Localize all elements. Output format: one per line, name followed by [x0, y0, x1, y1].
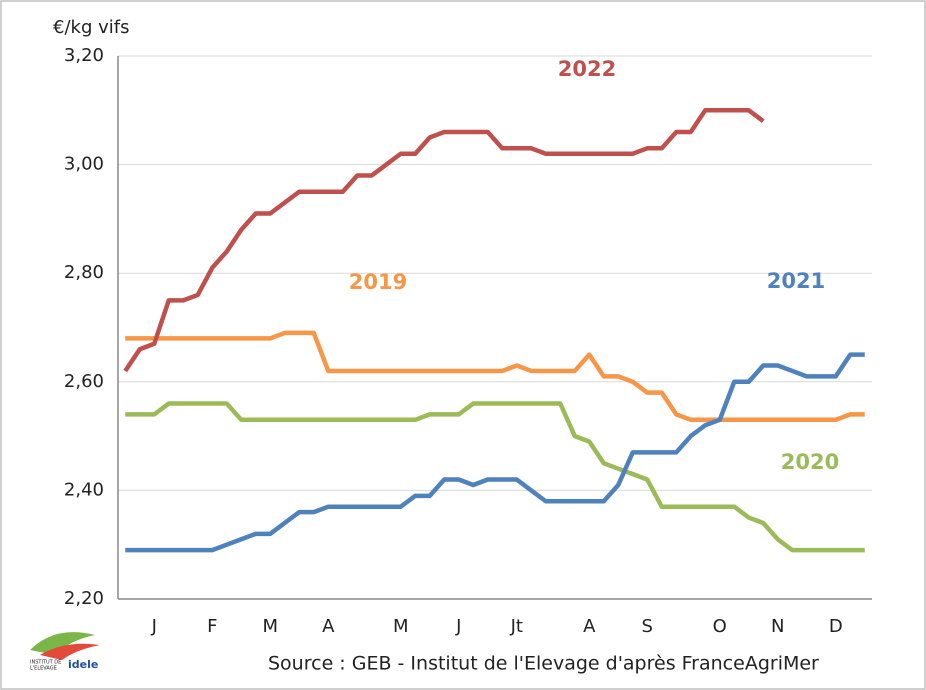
- y-tick-label: 3,00: [64, 154, 104, 175]
- series-label: 2022: [558, 57, 616, 81]
- x-tick-label: D: [829, 616, 843, 637]
- y-tick-label: 3,20: [64, 45, 104, 66]
- x-tick-label: O: [713, 616, 727, 637]
- y-tick-label: 2,20: [64, 588, 104, 609]
- logo-text: idele: [68, 658, 98, 671]
- x-tick-label: A: [583, 616, 596, 637]
- x-tick-label: J: [151, 616, 157, 637]
- x-tick-label: Jt: [510, 616, 523, 637]
- logo-swoosh: [30, 632, 95, 655]
- series-label: 2021: [767, 269, 825, 293]
- x-tick-label: M: [393, 616, 409, 637]
- series-line: [125, 352, 865, 553]
- x-tick-label: F: [207, 616, 217, 637]
- x-tick-label: A: [322, 616, 335, 637]
- x-tick-label: N: [771, 616, 784, 637]
- logo-text: L'ELEVAGE: [30, 666, 57, 672]
- y-tick-label: 2,40: [64, 479, 104, 500]
- series-line: [125, 330, 865, 423]
- source: Source : GEB - Institut de l'Elevage d'a…: [268, 653, 819, 675]
- series-line: [125, 401, 865, 553]
- logo: INSTITUT DE L'ELEVAGE idele: [30, 632, 100, 672]
- y-unit-label: €/kg vifs: [53, 17, 129, 38]
- series-line: [123, 108, 765, 373]
- logo-swoosh: [40, 643, 100, 660]
- x-tick-label: S: [642, 616, 653, 637]
- series-label: 2020: [781, 450, 839, 474]
- y-tick-label: 2,60: [64, 371, 104, 392]
- y-tick-label: 2,80: [64, 262, 104, 283]
- x-tick-label: M: [262, 616, 278, 637]
- logo-text: INSTITUT DE: [30, 660, 61, 666]
- series-label: 2019: [349, 270, 407, 294]
- x-tick-label: J: [455, 616, 461, 637]
